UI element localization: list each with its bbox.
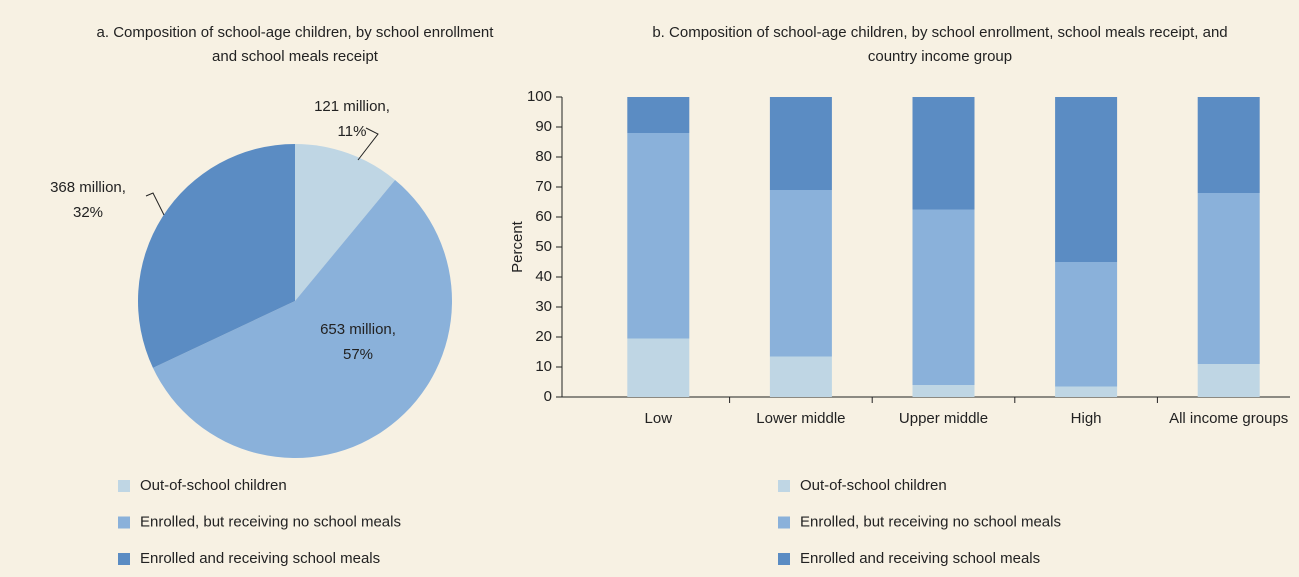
legend-label: Enrolled and receiving school meals xyxy=(140,550,380,567)
x-tick-label: All income groups xyxy=(1169,410,1289,427)
y-tick-label: 90 xyxy=(535,118,552,135)
data-label: 368 million, xyxy=(50,179,126,196)
data-label: 653 million, xyxy=(320,321,396,338)
legend-label: Enrolled, but receiving no school meals xyxy=(800,513,1061,530)
data-label: 11% xyxy=(338,123,367,140)
y-axis-label: Percent xyxy=(509,220,526,273)
legend-swatch xyxy=(118,480,130,492)
bar-segment xyxy=(627,338,690,397)
y-tick-label: 50 xyxy=(535,238,552,255)
bar-segment xyxy=(627,97,690,133)
bar-segment xyxy=(912,385,975,397)
y-tick-label: 80 xyxy=(535,148,552,165)
y-tick-label: 30 xyxy=(535,298,552,315)
legend-swatch xyxy=(778,553,790,565)
legend-label: Enrolled and receiving school meals xyxy=(800,550,1040,567)
x-tick-label: Upper middle xyxy=(898,410,989,427)
leader-line xyxy=(145,192,165,216)
y-tick-label: 40 xyxy=(535,268,552,285)
legend-swatch xyxy=(118,516,130,529)
bar-segment xyxy=(1197,97,1260,193)
x-tick-label: Low xyxy=(644,410,673,427)
bar-segment xyxy=(1055,262,1118,387)
x-tick-label: High xyxy=(1070,410,1102,427)
x-tick-label: Lower middle xyxy=(756,410,846,427)
bar-title: b. Composition of school-age children, b… xyxy=(652,24,1228,65)
y-tick-label: 60 xyxy=(535,208,552,225)
legend-label: Out-of-school children xyxy=(140,477,287,494)
bar-segment xyxy=(1055,386,1118,397)
bar-segment xyxy=(1055,97,1118,262)
y-tick-label: 20 xyxy=(535,328,552,345)
bar-segment xyxy=(912,97,975,210)
data-label: 121 million, xyxy=(314,98,390,115)
bar-segment xyxy=(769,356,832,397)
bar-segment xyxy=(769,97,832,190)
pie-slice xyxy=(152,180,453,458)
legend-label: Out-of-school children xyxy=(800,477,947,494)
legend-label: Enrolled, but receiving no school meals xyxy=(140,513,401,530)
bar-segment xyxy=(627,133,690,339)
pie-slice xyxy=(137,144,295,368)
leader-line xyxy=(357,127,379,161)
bar-segment xyxy=(912,209,975,385)
legend-swatch xyxy=(778,480,790,492)
y-tick-label: 0 xyxy=(544,388,552,405)
legend-swatch xyxy=(778,516,790,529)
y-tick-label: 70 xyxy=(535,178,552,195)
y-tick-label: 100 xyxy=(527,88,552,105)
bar-segment xyxy=(1197,193,1260,364)
pie-title: a. Composition of school-age children, b… xyxy=(96,24,494,65)
data-label: 57% xyxy=(343,346,373,363)
legend-swatch xyxy=(118,553,130,565)
data-label: 32% xyxy=(73,204,103,221)
bar-segment xyxy=(769,190,832,357)
y-tick-label: 10 xyxy=(535,358,552,375)
bar-segment xyxy=(1197,364,1260,397)
pie-slice xyxy=(295,144,396,301)
